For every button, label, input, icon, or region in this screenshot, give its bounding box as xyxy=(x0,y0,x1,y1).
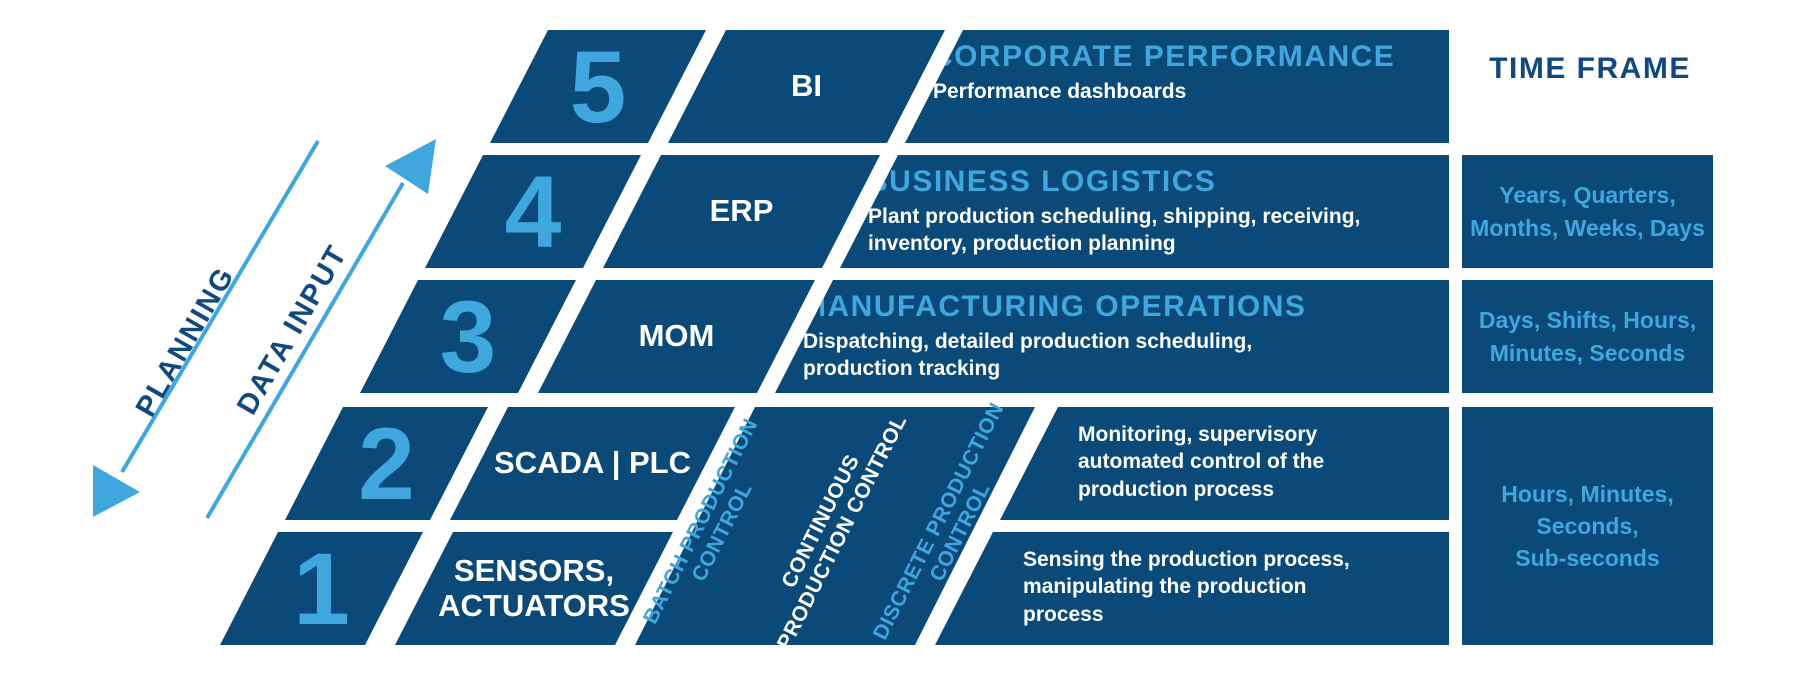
time-frame-level-4: Years, Quarters, Months, Weeks, Days xyxy=(1462,155,1713,268)
level-2-description-cell: Monitoring, supervisory automated contro… xyxy=(1000,407,1449,520)
time-frame-level-3: Days, Shifts, Hours, Minutes, Seconds xyxy=(1462,280,1713,393)
level-3-description: Dispatching, detailed production schedul… xyxy=(803,330,1253,381)
level-2-description: Monitoring, supervisory automated contro… xyxy=(1078,423,1325,501)
level-4-description: Plant production scheduling, shipping, r… xyxy=(868,205,1361,256)
level-5-description: Performance dashboards xyxy=(933,80,1187,103)
arrowhead-up-right-icon xyxy=(385,139,436,194)
level-3-description-cell: MANUFACTURING OPERATIONS Dispatching, de… xyxy=(775,280,1449,393)
level-5-description-cell: CORPORATE PERFORMANCE Performance dashbo… xyxy=(905,30,1449,143)
level-1-description-cell: Sensing the production process, manipula… xyxy=(935,532,1449,645)
level-4-heading: BUSINESS LOGISTICS xyxy=(866,165,1217,198)
arrowhead-down-left-icon xyxy=(93,465,140,517)
level-3-heading: MANUFACTURING OPERATIONS xyxy=(801,290,1307,323)
data-input-arrow-line xyxy=(205,181,405,520)
time-frame-header: TIME FRAME xyxy=(1489,52,1691,85)
level-4-description-cell: BUSINESS LOGISTICS Plant production sche… xyxy=(840,155,1449,268)
level-1-description: Sensing the production process, manipula… xyxy=(1023,548,1350,626)
time-frame-levels-1-2: Hours, Minutes, Seconds, Sub-seconds xyxy=(1462,407,1713,645)
level-5-heading: CORPORATE PERFORMANCE xyxy=(931,40,1396,73)
planning-arrow-line xyxy=(120,139,320,474)
